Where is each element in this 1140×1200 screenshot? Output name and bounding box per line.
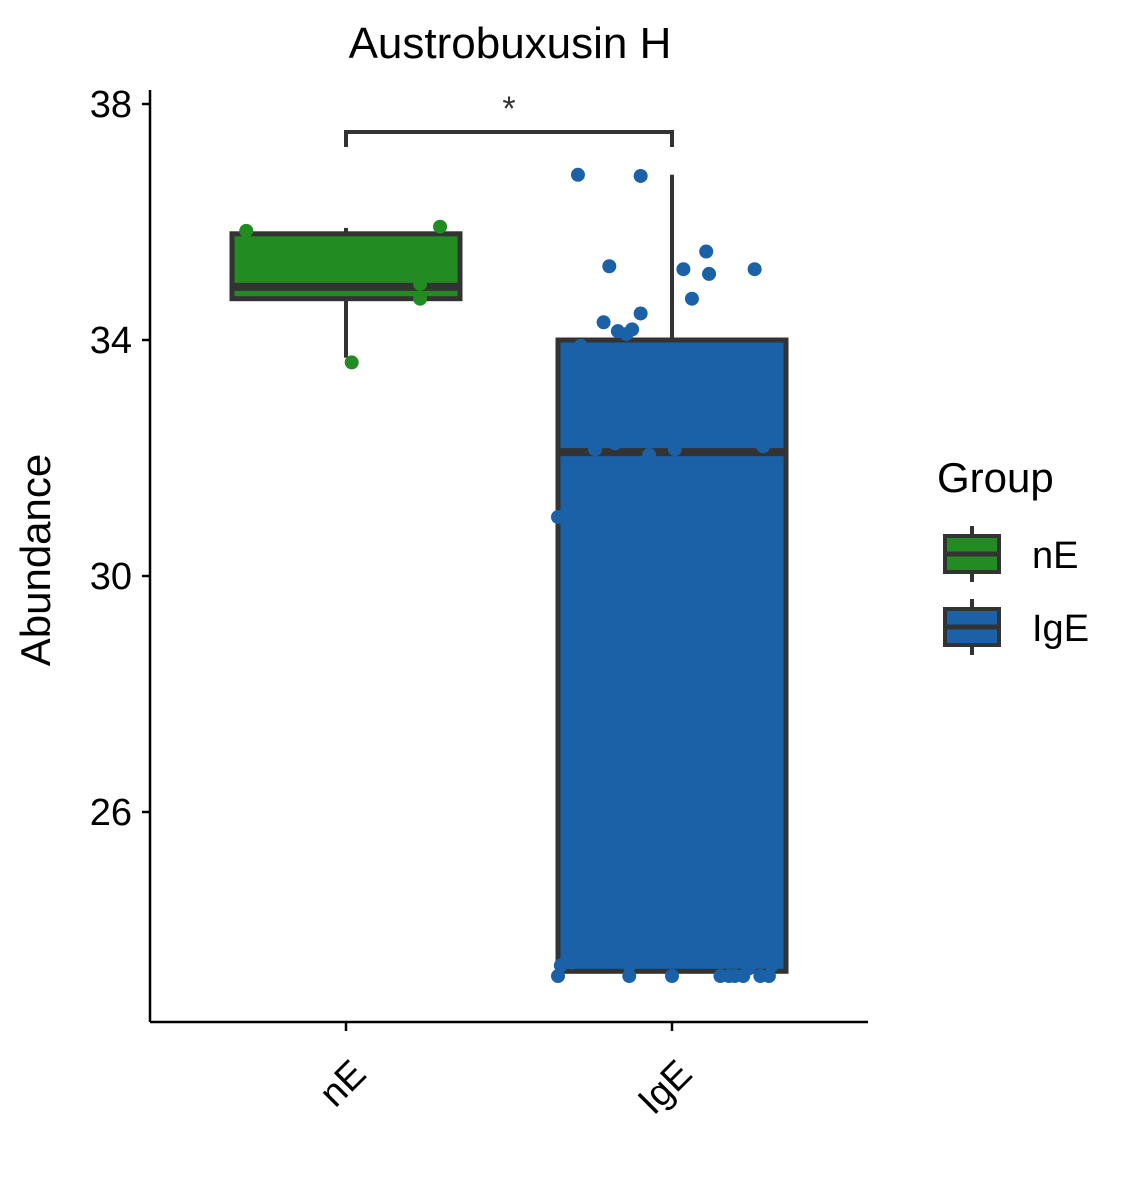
data-point	[602, 259, 617, 274]
data-point	[676, 262, 691, 277]
chart-title: Austrobuxusin H	[349, 19, 672, 68]
significance-label: *	[502, 90, 515, 128]
plot-area: 26 30 34 38 nE IgE *	[90, 84, 868, 1123]
data-point	[633, 168, 648, 183]
data-point	[413, 291, 428, 306]
y-tick-label: 26	[90, 792, 132, 834]
data-point	[761, 969, 776, 984]
legend: Group nE IgE	[937, 454, 1089, 655]
data-point	[565, 955, 580, 970]
legend-title: Group	[937, 454, 1054, 501]
data-point	[553, 958, 568, 973]
box-group-ne	[229, 219, 463, 370]
legend-item-ne: nE	[943, 526, 1078, 582]
data-point	[239, 223, 254, 238]
data-point	[684, 291, 699, 306]
data-point	[736, 969, 751, 984]
data-point	[551, 510, 565, 524]
data-point	[665, 969, 679, 984]
data-point	[596, 315, 611, 330]
data-point	[570, 167, 585, 182]
data-point	[551, 969, 565, 984]
data-point	[433, 219, 448, 234]
legend-label: nE	[1032, 535, 1078, 577]
x-tick-label: IgE	[630, 1053, 700, 1123]
y-tick-label: 34	[90, 320, 132, 362]
data-point	[625, 322, 640, 337]
data-point	[622, 969, 637, 984]
data-point	[608, 436, 622, 451]
legend-label: IgE	[1032, 608, 1089, 650]
data-point	[573, 338, 588, 353]
data-point	[413, 276, 428, 291]
data-point	[565, 433, 580, 448]
data-point	[642, 448, 657, 463]
legend-item-ige: IgE	[943, 599, 1089, 655]
y-axis-title: Abundance	[12, 454, 59, 667]
box-iqr	[555, 337, 789, 974]
data-point	[756, 439, 771, 454]
data-point	[622, 958, 637, 973]
data-point	[344, 355, 359, 370]
data-point	[702, 266, 717, 281]
data-point	[761, 365, 776, 380]
x-tick-label: nE	[312, 1053, 375, 1116]
data-point	[747, 262, 762, 277]
data-point	[667, 442, 682, 457]
box-group-ige	[551, 167, 789, 984]
y-tick-label: 38	[90, 84, 132, 126]
data-point	[699, 244, 714, 259]
significance-bracket	[344, 130, 674, 147]
y-tick-label: 30	[90, 556, 132, 598]
data-point	[633, 306, 648, 321]
data-point	[764, 958, 779, 973]
data-point	[588, 442, 603, 457]
